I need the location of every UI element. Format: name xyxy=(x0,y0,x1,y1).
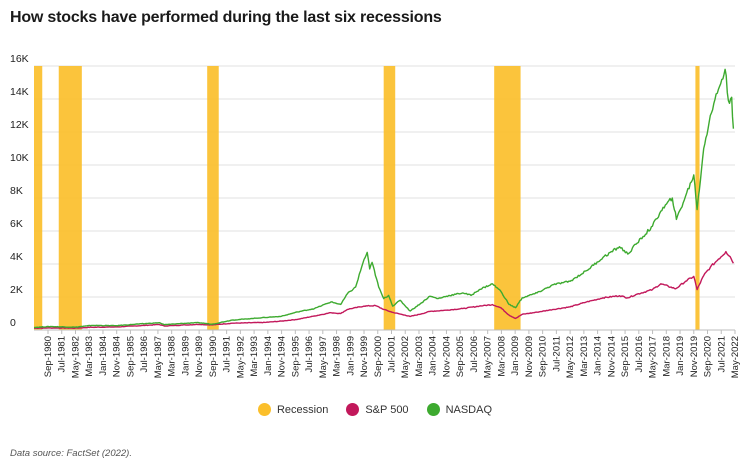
x-tick-label: Jan-2004 xyxy=(428,336,439,376)
x-tick-label: Jan-2009 xyxy=(510,336,521,376)
x-tick-label: Jan-1989 xyxy=(180,336,191,376)
x-tick-label: Mar-2013 xyxy=(579,336,590,377)
x-tick-label: Jan-1994 xyxy=(263,336,274,376)
x-tick-label: Jul-1986 xyxy=(139,336,150,372)
x-tick-label: May-2002 xyxy=(400,336,411,378)
x-tick-label: Mar-1998 xyxy=(332,336,343,377)
nasdaq-swatch-icon xyxy=(426,403,440,416)
x-tick-label: Sep-2000 xyxy=(373,336,384,377)
x-tick-label: Sep-2010 xyxy=(538,336,549,377)
legend-item-nasdaq[interactable]: NASDAQ xyxy=(426,403,493,416)
x-tick-label: Nov-1989 xyxy=(194,336,205,377)
recession-band xyxy=(695,66,700,330)
x-tick-label: Jul-1981 xyxy=(57,336,68,372)
x-tick-label: Jul-2021 xyxy=(716,336,727,372)
x-tick-label: Sep-1985 xyxy=(125,336,136,377)
nasdaq-line xyxy=(33,68,735,329)
recession-band xyxy=(58,66,82,330)
x-tick-label: Sep-1995 xyxy=(290,336,301,377)
sp500-line xyxy=(34,250,734,329)
x-tick-label: Jul-1996 xyxy=(304,336,315,372)
recession-band xyxy=(383,66,396,330)
series-lines xyxy=(33,68,735,329)
x-tick-label: Nov-2009 xyxy=(524,336,535,377)
x-tick-label: May-2022 xyxy=(730,336,741,378)
recession-band xyxy=(207,66,219,330)
x-tick-label: Mar-2003 xyxy=(414,336,425,377)
legend-label-sp500: S&P 500 xyxy=(365,403,409,416)
x-tick-label: Sep-2005 xyxy=(455,336,466,377)
x-tick-label: Nov-1999 xyxy=(359,336,370,377)
legend-item-sp500[interactable]: S&P 500 xyxy=(346,403,409,416)
x-tick-label: Nov-2019 xyxy=(689,336,700,377)
x-tick-label: Jul-2016 xyxy=(634,336,645,372)
x-tick-label: Sep-2020 xyxy=(703,336,714,377)
legend: Recession S&P 500 NASDAQ xyxy=(0,403,750,416)
x-tick-label: Jul-2001 xyxy=(387,336,398,372)
chart-title: How stocks have performed during the las… xyxy=(10,9,442,26)
x-tick-label: Jan-1999 xyxy=(345,336,356,376)
y-tick-label: 16K xyxy=(10,53,29,65)
x-tick-label: Jan-2019 xyxy=(675,336,686,376)
recession-band xyxy=(494,66,521,330)
x-tick-label: May-1997 xyxy=(318,336,329,378)
recession-bands xyxy=(34,66,700,330)
legend-item-recession[interactable]: Recession xyxy=(257,403,329,416)
x-tick-label: Jul-2011 xyxy=(551,336,562,372)
y-tick-label: 2K xyxy=(10,284,23,296)
y-tick-label: 0 xyxy=(10,317,16,329)
y-tick-label: 12K xyxy=(10,119,29,131)
sp500-swatch-icon xyxy=(346,403,360,416)
y-tick-label: 8K xyxy=(10,185,23,197)
y-tick-label: 6K xyxy=(10,218,23,230)
x-tick-label: Mar-1993 xyxy=(249,336,260,377)
x-tick-label: Jul-1991 xyxy=(222,336,233,372)
x-tick-label: Mar-1983 xyxy=(84,336,95,377)
x-tick-label: Nov-1984 xyxy=(112,336,123,377)
x-tick-label: Sep-1990 xyxy=(208,336,219,377)
x-tick-label: May-2017 xyxy=(648,336,659,378)
recession-swatch-icon xyxy=(257,403,271,416)
y-tick-label: 14K xyxy=(10,86,29,98)
x-tick-label: May-2012 xyxy=(565,336,576,378)
legend-label-nasdaq: NASDAQ xyxy=(445,403,493,416)
x-tick-label: May-2007 xyxy=(483,336,494,378)
x-tick-label: May-1992 xyxy=(235,336,246,378)
x-tick-label: May-1987 xyxy=(153,336,164,378)
data-source-note: Data source: FactSet (2022). xyxy=(10,448,132,459)
x-tick-label: Jan-2014 xyxy=(593,336,604,376)
y-tick-label: 10K xyxy=(10,152,29,164)
x-tick-label: Nov-2014 xyxy=(606,336,617,377)
x-tick-label: May-1982 xyxy=(70,336,81,378)
x-tick-label: Nov-1994 xyxy=(277,336,288,377)
x-tick-label: Jul-2006 xyxy=(469,336,480,372)
x-tick-label: Sep-2015 xyxy=(620,336,631,377)
y-tick-label: 4K xyxy=(10,251,23,263)
x-tick-label: Mar-1988 xyxy=(167,336,178,377)
x-tick-label: Jan-1984 xyxy=(98,336,109,376)
x-tick-label: Mar-2018 xyxy=(661,336,672,377)
recession-band xyxy=(34,66,43,330)
x-tick-label: Nov-2004 xyxy=(441,336,452,377)
legend-label-recession: Recession xyxy=(276,403,329,416)
x-tick-label: Sep-1980 xyxy=(43,336,54,377)
x-tick-label: Mar-2008 xyxy=(496,336,507,377)
